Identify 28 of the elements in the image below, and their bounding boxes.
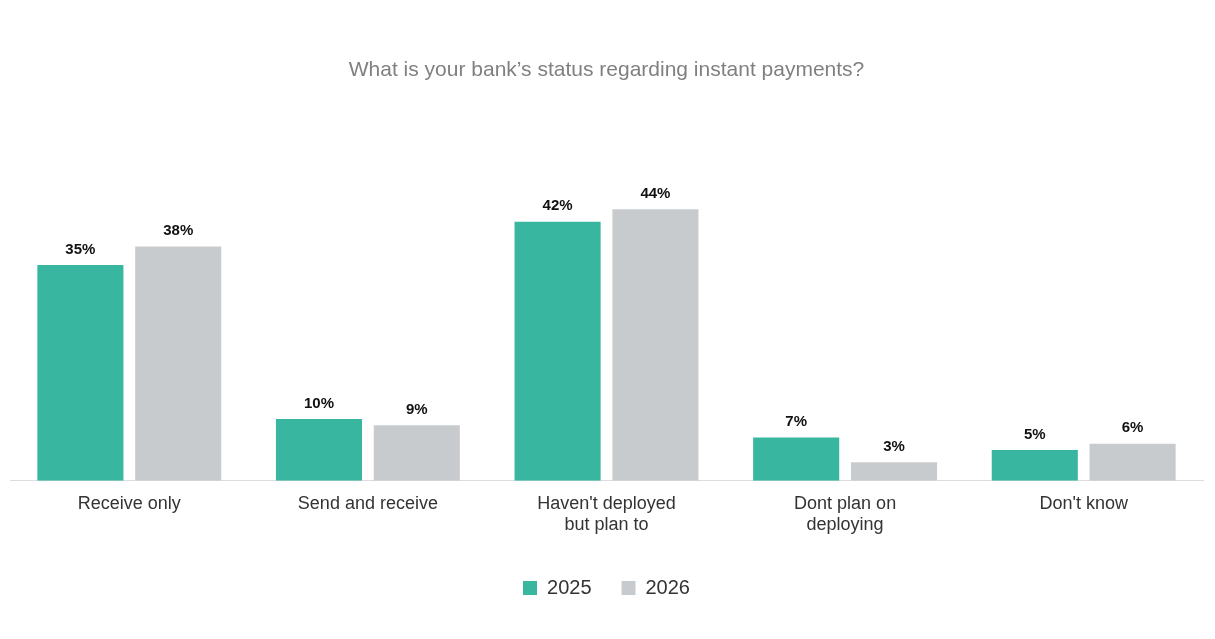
data-label: 6% — [1121, 418, 1144, 436]
data-label: 3% — [883, 436, 905, 454]
x-tick-label: Send and receive — [297, 492, 438, 513]
bar — [514, 221, 601, 481]
data-label: 10% — [303, 393, 334, 411]
x-tick-label: Haven't deployed but plan to — [537, 492, 676, 535]
bar — [275, 419, 363, 481]
data-label: 7% — [785, 412, 808, 430]
bar — [991, 449, 1078, 481]
bar — [135, 246, 222, 481]
data-label: 42% — [542, 196, 573, 214]
bar — [612, 209, 699, 481]
data-label: 38% — [163, 221, 194, 239]
x-tick-label: Receive only — [77, 492, 181, 513]
bar — [753, 437, 840, 481]
data-label: 9% — [405, 399, 428, 417]
legend-label: 2025 — [547, 575, 592, 598]
bar — [850, 462, 938, 481]
bar — [37, 264, 124, 481]
x-tick-label: Don't know — [1039, 492, 1129, 513]
x-tick-label: Dont plan on deploying — [794, 492, 897, 535]
data-label: 5% — [1023, 424, 1046, 442]
data-label: 44% — [640, 184, 671, 202]
bar — [1089, 443, 1176, 481]
legend-label: 2026 — [645, 575, 690, 598]
bar — [373, 425, 460, 481]
chart-title: What is your bank’s status regarding instant payments? — [348, 57, 865, 81]
data-label: 35% — [65, 239, 96, 257]
